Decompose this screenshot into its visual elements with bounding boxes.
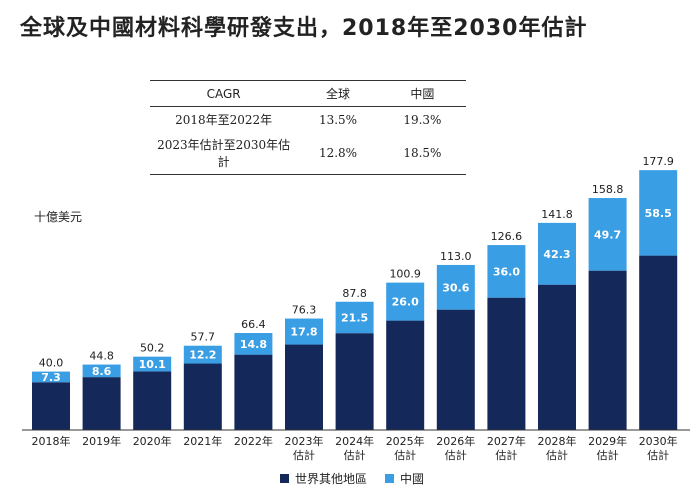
bar-rest-of-world	[588, 270, 627, 430]
data-label-total: 87.8	[342, 287, 367, 300]
data-label-total: 50.2	[140, 342, 165, 355]
x-tick-label: 2020年	[133, 434, 172, 448]
bar-china	[82, 364, 121, 378]
bar-china	[639, 170, 678, 256]
x-tick-label: 2022年	[234, 434, 273, 448]
x-tick-label: 2021年	[183, 434, 222, 448]
bar-rest-of-world	[32, 382, 70, 430]
data-label-total: 66.4	[241, 318, 266, 331]
bar-rest-of-world	[133, 371, 172, 430]
x-tick-label: 估計	[597, 448, 619, 462]
cagr-china-value: 18.5%	[378, 132, 466, 175]
x-tick-label: 2025年	[386, 434, 425, 448]
x-tick-label: 估計	[344, 448, 366, 462]
cagr-period: 2018年至2022年	[175, 113, 273, 127]
bar-china	[538, 222, 576, 285]
legend: 世界其他地區 中國	[280, 470, 424, 487]
data-label-china: 8.6	[92, 365, 112, 378]
bar-china	[335, 301, 374, 334]
data-label-china: 30.6	[442, 281, 469, 294]
x-tick-label: 2024年	[335, 434, 374, 448]
x-tick-label: 估計	[546, 448, 568, 462]
x-tick-label: 2030年	[639, 434, 678, 448]
data-label-china: 42.3	[543, 248, 570, 261]
x-tick-label: 估計	[495, 448, 517, 462]
x-tick-label: 2029年	[588, 434, 627, 448]
bar-china	[32, 371, 70, 383]
cagr-china-value: 19.3%	[403, 112, 442, 127]
data-label-total: 141.8	[541, 208, 573, 221]
bar-china	[285, 318, 323, 345]
data-label-china: 49.7	[594, 228, 621, 241]
bar-china	[436, 264, 475, 310]
cagr-period: 2023年估計至2030年估計	[150, 132, 298, 175]
cagr-header-china: 中國	[378, 80, 466, 107]
data-label-total: 40.0	[39, 357, 64, 370]
bar-china	[133, 356, 172, 372]
x-tick-label: 2023年	[285, 434, 324, 448]
x-tick-label: 估計	[445, 448, 467, 462]
x-tick-label: 估計	[394, 448, 416, 462]
bar-rest-of-world	[82, 377, 121, 430]
x-tick-label: 估計	[293, 448, 315, 462]
bar-rest-of-world	[335, 333, 374, 430]
cagr-header-global: 全球	[297, 80, 379, 107]
y-axis-unit-label: 十億美元	[34, 210, 83, 224]
bar-china	[183, 345, 222, 364]
legend-label-rest-of-world: 世界其他地區	[295, 472, 368, 486]
data-label-china: 12.2	[189, 349, 216, 362]
bar-china	[487, 245, 526, 298]
bar-rest-of-world	[639, 255, 678, 430]
bar-rest-of-world	[183, 363, 222, 430]
data-label-china: 26.0	[392, 296, 419, 309]
x-tick-label: 2026年	[436, 434, 475, 448]
cagr-row: 2023年估計至2030年估計 12.8% 18.5%	[150, 132, 466, 175]
cagr-row: 2018年至2022年 13.5% 19.3%	[150, 107, 466, 133]
data-label-china: 14.8	[240, 338, 267, 351]
cagr-header-row: CAGR 全球 中國	[150, 80, 466, 107]
legend-label-china: 中國	[400, 472, 425, 486]
bar-rest-of-world	[436, 309, 475, 430]
data-label-total: 57.7	[191, 331, 216, 344]
bar-china	[588, 198, 627, 271]
cagr-global-value: 13.5%	[318, 112, 358, 127]
data-label-china: 7.3	[41, 371, 61, 384]
legend-swatch-rest-of-world	[280, 474, 289, 483]
bar-china	[386, 282, 425, 321]
x-tick-label: 估計	[647, 448, 669, 462]
cagr-global-value: 12.8%	[297, 132, 379, 175]
x-tick-label: 2027年	[487, 434, 526, 448]
data-label-total: 177.9	[642, 155, 674, 168]
bar-china	[234, 333, 273, 355]
data-label-total: 126.6	[491, 230, 523, 243]
cagr-table: CAGR 全球 中國 2018年至2022年 13.5% 19.3% 2023年…	[150, 80, 466, 175]
bar-rest-of-world	[386, 320, 425, 430]
data-label-china: 58.5	[645, 207, 672, 220]
data-label-china: 17.8	[290, 326, 317, 339]
data-label-total: 44.8	[89, 350, 114, 363]
data-label-total: 113.0	[440, 250, 472, 263]
page-title: 全球及中國材料科學研發支出，2018年至2030年估計	[20, 16, 588, 41]
data-label-china: 10.1	[139, 358, 166, 371]
data-label-china: 21.5	[341, 311, 368, 324]
cagr-header-cagr: CAGR	[150, 80, 298, 107]
data-label-china: 36.0	[493, 265, 520, 278]
x-tick-label: 2028年	[538, 434, 577, 448]
data-label-total: 100.9	[389, 268, 421, 281]
legend-item-rest-of-world: 世界其他地區	[280, 470, 367, 487]
bar-rest-of-world	[285, 344, 323, 430]
bar-rest-of-world	[538, 284, 576, 430]
legend-swatch-china	[385, 474, 395, 483]
x-tick-label: 2018年	[32, 434, 71, 448]
bar-rest-of-world	[234, 354, 273, 430]
bar-rest-of-world	[487, 297, 526, 430]
x-tick-label: 2019年	[82, 434, 121, 448]
data-label-total: 158.8	[592, 183, 624, 196]
data-label-total: 76.3	[292, 304, 317, 317]
legend-item-china: 中國	[385, 470, 424, 487]
